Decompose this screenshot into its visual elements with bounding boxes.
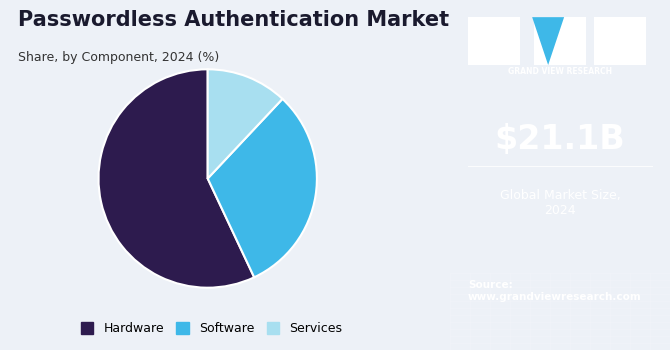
Text: $21.1B: $21.1B [494, 124, 626, 156]
Wedge shape [208, 69, 283, 178]
FancyBboxPatch shape [534, 17, 586, 65]
FancyBboxPatch shape [468, 17, 520, 65]
Text: Global Market Size,
2024: Global Market Size, 2024 [500, 189, 620, 217]
Polygon shape [532, 17, 564, 65]
Text: GRAND VIEW RESEARCH: GRAND VIEW RESEARCH [508, 66, 612, 76]
FancyBboxPatch shape [594, 17, 646, 65]
Wedge shape [98, 69, 254, 288]
Legend: Hardware, Software, Services: Hardware, Software, Services [76, 317, 347, 340]
Text: Source:
www.grandviewresearch.com: Source: www.grandviewresearch.com [468, 280, 642, 302]
Text: Share, by Component, 2024 (%): Share, by Component, 2024 (%) [18, 51, 219, 64]
Wedge shape [208, 99, 317, 277]
Text: Passwordless Authentication Market: Passwordless Authentication Market [18, 10, 449, 30]
